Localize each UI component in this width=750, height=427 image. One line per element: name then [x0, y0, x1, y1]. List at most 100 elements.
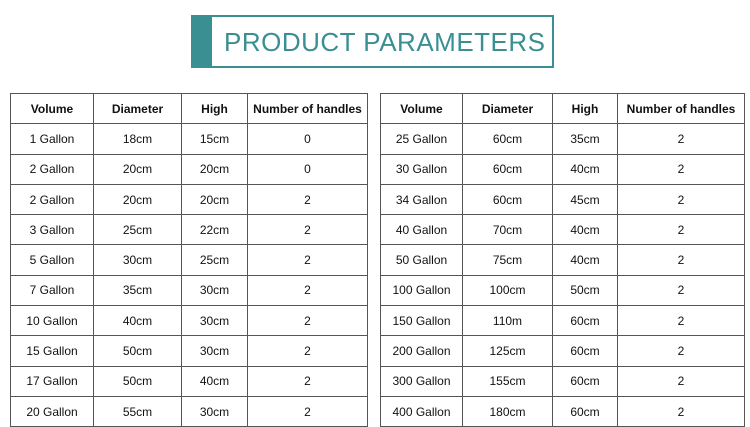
volume-cell: 40 Gallon	[380, 214, 463, 246]
diameter-cell: 75cm	[462, 244, 553, 276]
header-high: High	[181, 92, 248, 125]
diameter-cell: 50cm	[93, 335, 182, 367]
handles-cell: 0	[247, 123, 368, 155]
handles-cell: 2	[247, 274, 368, 307]
table-row: 400 Gallon 180cm 60cm 2	[380, 395, 745, 427]
volume-cell: 34 Gallon	[380, 183, 463, 216]
high-cell: 40cm	[552, 153, 618, 185]
volume-cell: 3 Gallon	[10, 214, 94, 246]
diameter-cell: 60cm	[462, 183, 553, 216]
table-row: 25 Gallon 60cm 35cm 2	[380, 123, 745, 155]
table-row: 50 Gallon 75cm 40cm 2	[380, 244, 745, 276]
handles-cell: 2	[617, 365, 745, 397]
table-row: 200 Gallon 125cm 60cm 2	[380, 335, 745, 367]
high-cell: 35cm	[552, 123, 618, 155]
volume-cell: 5 Gallon	[10, 244, 94, 276]
high-cell: 40cm	[181, 365, 248, 397]
high-cell: 60cm	[552, 305, 618, 337]
parameters-table-right: Volume Diameter High Number of handles 2…	[380, 92, 745, 427]
volume-cell: 25 Gallon	[380, 123, 463, 155]
diameter-cell: 20cm	[93, 183, 182, 216]
high-cell: 30cm	[181, 274, 248, 307]
high-cell: 60cm	[552, 395, 618, 427]
header-volume: Volume	[380, 92, 463, 125]
diameter-cell: 125cm	[462, 335, 553, 367]
table-row: 20 Gallon 55cm 30cm 2	[10, 395, 368, 427]
handles-cell: 2	[617, 335, 745, 367]
banner-accent-bar	[193, 17, 212, 66]
table-row: 300 Gallon 155cm 60cm 2	[380, 365, 745, 397]
header-diameter: Diameter	[93, 92, 182, 125]
header-handles: Number of handles	[617, 92, 745, 125]
table-row: 2 Gallon 20cm 20cm 2	[10, 183, 368, 216]
volume-cell: 100 Gallon	[380, 274, 463, 307]
handles-cell: 2	[617, 244, 745, 276]
volume-cell: 300 Gallon	[380, 365, 463, 397]
table-row: 1 Gallon 18cm 15cm 0	[10, 123, 368, 155]
volume-cell: 15 Gallon	[10, 335, 94, 367]
handles-cell: 2	[247, 335, 368, 367]
page-title: PRODUCT PARAMETERS	[224, 27, 546, 57]
header-diameter: Diameter	[462, 92, 553, 125]
handles-cell: 2	[617, 395, 745, 427]
high-cell: 20cm	[181, 153, 248, 185]
handles-cell: 0	[247, 153, 368, 185]
high-cell: 22cm	[181, 214, 248, 246]
diameter-cell: 100cm	[462, 274, 553, 307]
title-banner: PRODUCT PARAMETERS	[191, 15, 554, 68]
handles-cell: 2	[617, 305, 745, 337]
volume-cell: 10 Gallon	[10, 305, 94, 337]
volume-cell: 30 Gallon	[380, 153, 463, 185]
table-row: 17 Gallon 50cm 40cm 2	[10, 365, 368, 397]
diameter-cell: 20cm	[93, 153, 182, 185]
volume-cell: 17 Gallon	[10, 365, 94, 397]
header-handles: Number of handles	[247, 92, 368, 125]
table-row: 3 Gallon 25cm 22cm 2	[10, 214, 368, 246]
volume-cell: 2 Gallon	[10, 183, 94, 216]
diameter-cell: 35cm	[93, 274, 182, 307]
diameter-cell: 25cm	[93, 214, 182, 246]
volume-cell: 20 Gallon	[10, 395, 94, 427]
handles-cell: 2	[617, 123, 745, 155]
handles-cell: 2	[617, 183, 745, 216]
handles-cell: 2	[247, 395, 368, 427]
high-cell: 40cm	[552, 244, 618, 276]
high-cell: 30cm	[181, 335, 248, 367]
high-cell: 30cm	[181, 305, 248, 337]
header-row: Volume Diameter High Number of handles	[10, 92, 368, 125]
table-row: 15 Gallon 50cm 30cm 2	[10, 335, 368, 367]
table-row: 2 Gallon 20cm 20cm 0	[10, 153, 368, 185]
volume-cell: 400 Gallon	[380, 395, 463, 427]
high-cell: 60cm	[552, 365, 618, 397]
header-row: Volume Diameter High Number of handles	[380, 92, 745, 125]
table-row: 100 Gallon 100cm 50cm 2	[380, 274, 745, 307]
diameter-cell: 155cm	[462, 365, 553, 397]
handles-cell: 2	[247, 244, 368, 276]
high-cell: 15cm	[181, 123, 248, 155]
volume-cell: 150 Gallon	[380, 305, 463, 337]
diameter-cell: 18cm	[93, 123, 182, 155]
volume-cell: 7 Gallon	[10, 274, 94, 307]
volume-cell: 50 Gallon	[380, 244, 463, 276]
table-row: 34 Gallon 60cm 45cm 2	[380, 183, 745, 216]
table-row: 7 Gallon 35cm 30cm 2	[10, 274, 368, 307]
high-cell: 40cm	[552, 214, 618, 246]
high-cell: 60cm	[552, 335, 618, 367]
table-row: 40 Gallon 70cm 40cm 2	[380, 214, 745, 246]
diameter-cell: 55cm	[93, 395, 182, 427]
volume-cell: 2 Gallon	[10, 153, 94, 185]
header-volume: Volume	[10, 92, 94, 125]
high-cell: 30cm	[181, 395, 248, 427]
header-high: High	[552, 92, 618, 125]
handles-cell: 2	[247, 365, 368, 397]
table-row: 150 Gallon 110m 60cm 2	[380, 305, 745, 337]
handles-cell: 2	[247, 214, 368, 246]
diameter-cell: 110m	[462, 305, 553, 337]
diameter-cell: 50cm	[93, 365, 182, 397]
diameter-cell: 30cm	[93, 244, 182, 276]
handles-cell: 2	[617, 153, 745, 185]
table-row: 5 Gallon 30cm 25cm 2	[10, 244, 368, 276]
table-row: 30 Gallon 60cm 40cm 2	[380, 153, 745, 185]
volume-cell: 1 Gallon	[10, 123, 94, 155]
high-cell: 20cm	[181, 183, 248, 216]
